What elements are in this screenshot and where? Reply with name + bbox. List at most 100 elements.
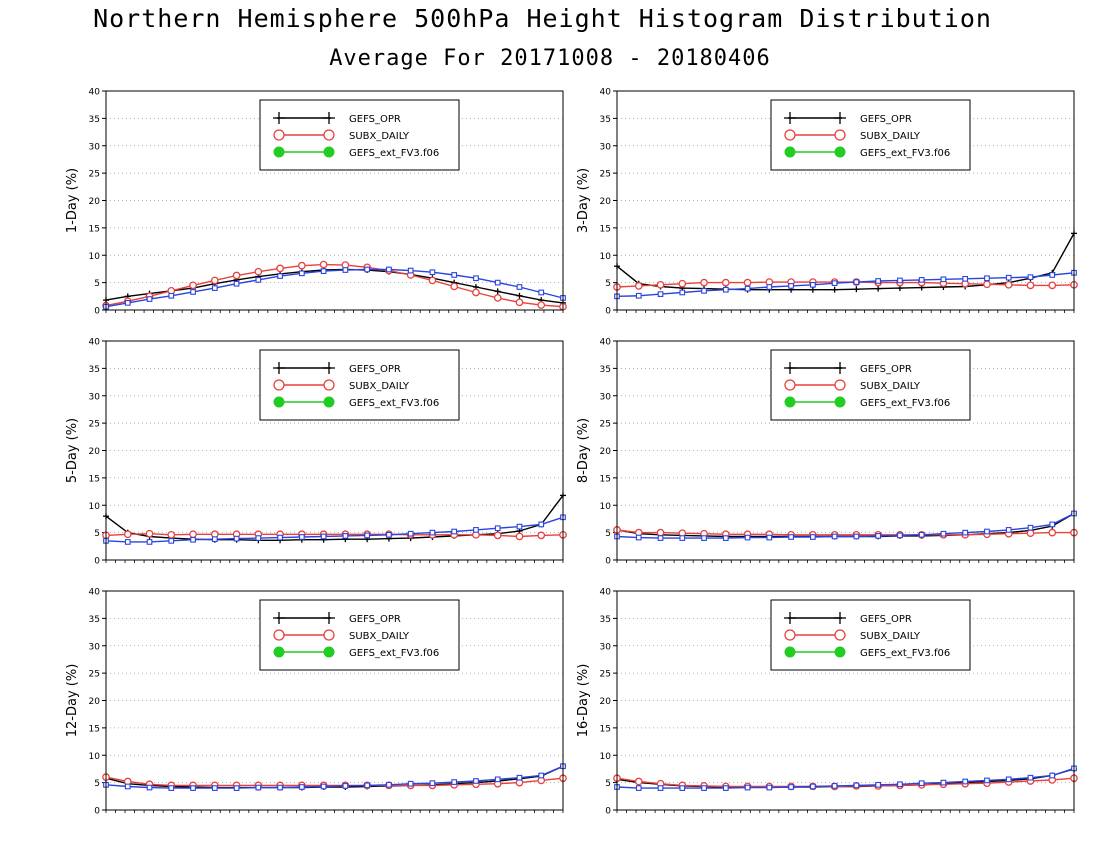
data-point [940,530,947,537]
y-tick-label: 35 [89,115,100,125]
series-line-subx-daily [105,776,564,787]
y-tick-label: 35 [600,615,611,625]
data-point [255,535,262,541]
y-tick-label: 30 [89,392,101,402]
open-circle-marker-icon [784,629,796,641]
legend-label: GEFS_ext_FV3.f06 [349,148,439,159]
y-tick-label: 20 [600,447,612,457]
data-point [473,778,479,784]
legend-label: SUBX_DAILY [349,381,410,392]
y-tick-label: 25 [600,670,611,680]
data-point [168,537,175,544]
legend-label: GEFS_ext_FV3.f06 [349,398,439,409]
y-axis-label: 3-Day (%) [576,168,591,233]
data-point [897,781,903,788]
y-tick-label: 0 [605,557,611,567]
plot-frame [105,90,564,311]
data-point [1049,272,1056,278]
y-tick-label: 15 [89,724,100,734]
data-point [146,296,153,302]
data-point [744,534,751,541]
y-tick-label: 30 [600,392,612,402]
filled-circle-marker-icon [273,396,285,408]
legend: GEFS_OPR SUBX_DAILY GEFS_ext_FV3.f06 [259,99,460,171]
data-point [984,777,990,784]
y-tick-label: 5 [94,529,100,539]
plot-frame [616,340,1075,561]
data-point [1004,280,1013,289]
chart-panel-1: 0 5 10 15 20 25 30 35 40 1-Day (%) GEFS_OPR SUBX_DA… [65,88,567,317]
chart-panel-2: 0 5 10 15 20 25 30 35 40 3-Day (%) GEFS_OPR SUBX_DA… [576,88,1078,317]
data-point [386,266,392,273]
y-tick-label: 10 [89,502,101,512]
data-point [1027,774,1034,781]
data-point [342,533,349,539]
data-point [233,785,240,791]
data-point [516,292,523,299]
data-point [494,288,501,295]
plot-frame [616,590,1075,811]
series-line-gefs-ext-fv3-f06 [616,767,1075,789]
data-point [493,294,502,302]
y-tick-label: 30 [600,642,612,652]
data-point [494,776,501,783]
y-tick-label: 10 [600,752,612,762]
y-tick-label: 10 [600,502,612,512]
data-point [428,276,437,285]
series-line-gefs-opr [105,494,564,541]
data-point [515,298,524,307]
plus-marker-icon [273,612,285,624]
data-point [299,270,305,277]
data-point [277,784,283,791]
data-point [342,783,349,789]
data-point [918,780,925,787]
data-point [190,289,196,295]
data-point [451,528,458,535]
data-point [656,280,665,289]
legend-label: GEFS_OPR [349,614,401,625]
data-point [634,282,643,290]
data-point [319,260,328,269]
data-point [364,782,370,789]
open-circle-marker-icon [323,379,335,391]
data-point [320,533,327,540]
filled-circle-marker-icon [273,146,285,158]
data-point [299,534,305,540]
data-point [722,535,729,541]
y-tick-label: 40 [600,588,612,598]
data-point [233,535,240,542]
legend-label: GEFS_ext_FV3.f06 [860,148,950,159]
data-point [516,284,523,290]
data-point [700,278,708,287]
data-point [342,267,349,273]
legend-label: GEFS_ext_FV3.f06 [349,648,439,659]
y-tick-label: 25 [600,420,611,430]
data-point [189,281,197,290]
series-line-gefs-ext-fv3-f06 [105,765,564,789]
y-tick-label: 5 [605,279,611,289]
y-tick-label: 10 [89,252,101,262]
chart-panel-5: 0 5 10 15 20 25 30 35 40 12-Day (%) GEFS_OPR SUBX_D… [65,588,567,817]
plus-marker-icon [784,362,796,374]
y-tick-label: 35 [89,365,100,375]
plus-marker-icon [323,362,335,374]
filled-circle-marker-icon [834,146,846,158]
data-point [701,785,707,791]
open-circle-marker-icon [273,129,285,141]
legend-label: GEFS_OPR [860,364,912,375]
y-tick-label: 0 [94,307,100,317]
data-point [1005,274,1012,281]
plus-marker-icon [323,112,335,124]
y-tick-label: 0 [605,307,611,317]
data-point [831,286,838,293]
series-line-subx-daily [616,529,1074,536]
plot-frame [616,90,1075,311]
legend: GEFS_OPR SUBX_DAILY GEFS_ext_FV3.f06 [259,349,460,421]
data-point [788,784,794,790]
data-point [537,301,546,309]
data-point [168,292,175,299]
y-tick-label: 0 [94,557,100,567]
data-point [364,532,370,539]
y-tick-label: 0 [94,807,100,817]
